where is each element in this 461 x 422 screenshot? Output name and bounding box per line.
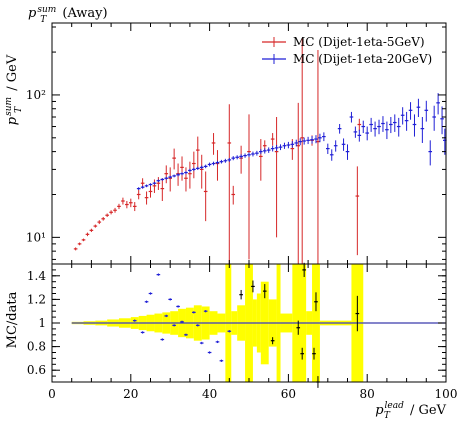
ratio-y-tick-label: 1.4 <box>27 269 46 283</box>
y-tick-label: 10¹ <box>26 230 46 244</box>
x-axis-label: plead T / GeV <box>375 401 446 421</box>
y-tick-label: 10² <box>26 88 46 102</box>
series-1 <box>73 38 362 264</box>
ratio-points-group <box>132 262 360 388</box>
main-y-axis-label: psumT / GeV <box>4 54 24 125</box>
data-series-group <box>73 38 447 264</box>
legend: MC (Dijet-1eta-5GeV) MC (Dijet-1eta-20GeV… <box>262 35 432 66</box>
legend-label: MC (Dijet-1eta-5GeV) <box>293 35 425 49</box>
ratio-y-tick-label: 1.2 <box>27 292 46 306</box>
plot-title: psum T (Away) <box>28 5 108 25</box>
x-tick-label: 40 <box>202 387 217 401</box>
x-tick-label: 60 <box>281 387 296 401</box>
ratio-y-tick-label: 1 <box>38 316 46 330</box>
x-tick-label: 80 <box>360 387 375 401</box>
ratio-y-tick-label: 0.6 <box>27 363 46 377</box>
x-tick-label: 100 <box>435 387 458 401</box>
x-tick-label: 0 <box>48 387 56 401</box>
axis-ticks-group: 10¹ 10² 0.6 0.8 1 1.2 1.4 0 20 40 60 80 100 <box>26 23 458 401</box>
ratio-y-tick-label: 0.8 <box>27 340 46 354</box>
series-2 <box>136 93 447 191</box>
legend-label: MC (Dijet-1eta-20GeV) <box>293 52 432 66</box>
x-tick-label: 20 <box>123 387 138 401</box>
ratio-y-axis-label: MC/data <box>5 291 20 348</box>
